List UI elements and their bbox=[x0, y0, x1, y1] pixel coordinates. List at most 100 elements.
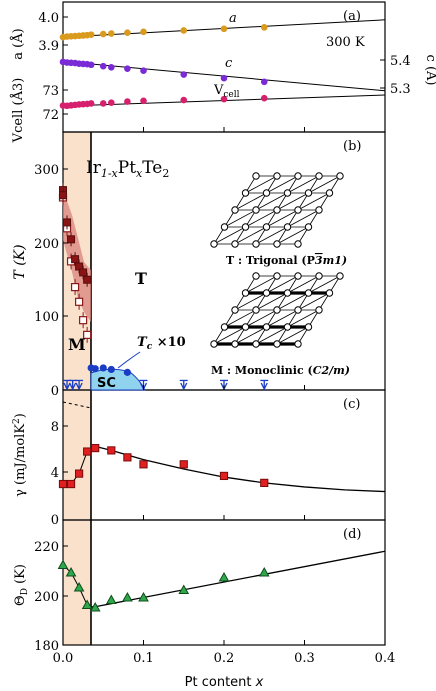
tc-limit-arrowhead bbox=[180, 382, 188, 391]
c-point bbox=[99, 62, 107, 70]
lattice-bond bbox=[213, 226, 246, 245]
tc-x10-label: Tc ×10 bbox=[137, 335, 186, 352]
lattice-bond bbox=[255, 326, 288, 345]
lattice-bond bbox=[213, 326, 246, 345]
a-point bbox=[108, 30, 115, 37]
theta-axis-label: ΘD (K) bbox=[13, 564, 30, 606]
filled-square-point bbox=[63, 218, 72, 227]
c-point bbox=[108, 63, 115, 71]
lattice-atom bbox=[294, 306, 302, 314]
lattice-atom bbox=[294, 272, 302, 280]
tick-label-c-5.3: 5.3 bbox=[390, 82, 411, 97]
lattice-atom bbox=[262, 189, 271, 197]
lattice-atom bbox=[262, 289, 271, 297]
panel-d: 220 200 180 ΘD (K) bbox=[13, 540, 386, 654]
gamma-point bbox=[75, 469, 84, 478]
lattice-bond bbox=[276, 326, 309, 345]
theta-point bbox=[57, 559, 69, 569]
trigonal-lattice-diagram bbox=[210, 172, 344, 248]
lattice-atom bbox=[241, 223, 250, 231]
Vcell-point bbox=[180, 96, 188, 104]
gamma-extrapolation-dashed bbox=[62, 401, 92, 409]
theta-point bbox=[105, 594, 117, 604]
open-square-point bbox=[83, 330, 92, 339]
lattice-atom bbox=[304, 189, 313, 197]
compound-formula: Ir1-xPtxTe2 bbox=[86, 158, 169, 180]
tc-limit-arrowhead bbox=[260, 382, 268, 391]
lattice-bond bbox=[266, 209, 299, 228]
a-point bbox=[124, 29, 131, 36]
panel-b: T M SC Tc ×10 Ir1-xPtxTe2 T : Trigonal (… bbox=[12, 158, 350, 399]
lattice-atom bbox=[220, 323, 229, 331]
tick-label-a-4.0: 4.0 bbox=[38, 11, 59, 26]
lattice-atom bbox=[325, 189, 334, 197]
lattice-atom bbox=[252, 306, 260, 314]
tc-limit-arrowhead bbox=[69, 382, 77, 391]
filled-square-point bbox=[75, 262, 84, 271]
lattice-bond bbox=[266, 309, 299, 328]
monoclinic-legend: M : Monoclinic (C2/m) bbox=[211, 364, 350, 377]
lattice-atom bbox=[231, 240, 239, 248]
filled-square-point bbox=[79, 268, 88, 277]
lattice-bond bbox=[287, 209, 320, 228]
tick-label-T-300: 300 bbox=[34, 163, 59, 178]
panel-c-label: (c) bbox=[343, 397, 360, 412]
panel-b-label: (b) bbox=[343, 139, 361, 154]
a-point bbox=[87, 31, 95, 38]
tick-label-v-73: 73 bbox=[42, 84, 59, 99]
lattice-atom bbox=[210, 340, 218, 348]
tick-label-v-72: 72 bbox=[42, 108, 59, 123]
lattice-bond bbox=[234, 226, 267, 245]
a-point bbox=[260, 24, 268, 31]
lattice-atom bbox=[241, 189, 250, 197]
a-series-label: a bbox=[229, 11, 237, 26]
lattice-atom bbox=[336, 272, 344, 280]
lattice-bond bbox=[276, 226, 309, 245]
gamma-point bbox=[91, 443, 100, 453]
lattice-atom bbox=[252, 240, 260, 248]
c-point bbox=[124, 65, 131, 72]
lattice-atom bbox=[231, 340, 239, 348]
lattice-atom bbox=[304, 323, 313, 331]
theta-point bbox=[81, 599, 93, 609]
tick-label-T-200: 200 bbox=[34, 237, 59, 252]
lattice-bond bbox=[224, 309, 257, 328]
tc-point bbox=[107, 365, 115, 374]
Vcell-point bbox=[99, 100, 107, 107]
lattice-atom bbox=[252, 172, 260, 180]
a-point bbox=[220, 25, 228, 33]
tick-label-T-100: 100 bbox=[34, 310, 59, 325]
tick-label-gamma-0: 0 bbox=[51, 513, 59, 528]
lattice-atom bbox=[273, 206, 281, 214]
c-point bbox=[180, 71, 188, 78]
Vcell-point bbox=[220, 95, 228, 103]
lattice-bond bbox=[308, 175, 341, 194]
tick-label-T-0: 0 bbox=[51, 384, 59, 399]
lattice-atom bbox=[315, 272, 323, 280]
a-point bbox=[180, 27, 188, 34]
gamma-fit-curve bbox=[95, 445, 386, 493]
gamma-point bbox=[83, 447, 92, 456]
gamma-point bbox=[66, 479, 76, 489]
open-square-point bbox=[70, 283, 80, 292]
tick-label-c-5.4: 5.4 bbox=[390, 54, 411, 69]
gamma-point bbox=[219, 471, 229, 481]
lattice-atom bbox=[283, 223, 292, 231]
theta-point bbox=[218, 571, 230, 582]
lattice-atom bbox=[336, 172, 344, 180]
Vcell-point bbox=[140, 97, 147, 105]
lattice-bond bbox=[245, 209, 278, 228]
lattice-atom bbox=[315, 172, 323, 180]
lattice-atom bbox=[325, 289, 334, 297]
lattice-atom bbox=[241, 323, 250, 331]
tick-label-theta-220: 220 bbox=[34, 540, 59, 555]
theta-point bbox=[258, 566, 270, 577]
Vcell-point bbox=[108, 99, 115, 107]
theta-point bbox=[65, 566, 77, 577]
tick-label-gamma-4: 4 bbox=[51, 466, 59, 481]
region-label-T: T bbox=[135, 269, 147, 288]
a-point bbox=[140, 28, 147, 36]
a-axis-label: a (Å) bbox=[10, 28, 26, 59]
gamma-point bbox=[139, 460, 148, 469]
